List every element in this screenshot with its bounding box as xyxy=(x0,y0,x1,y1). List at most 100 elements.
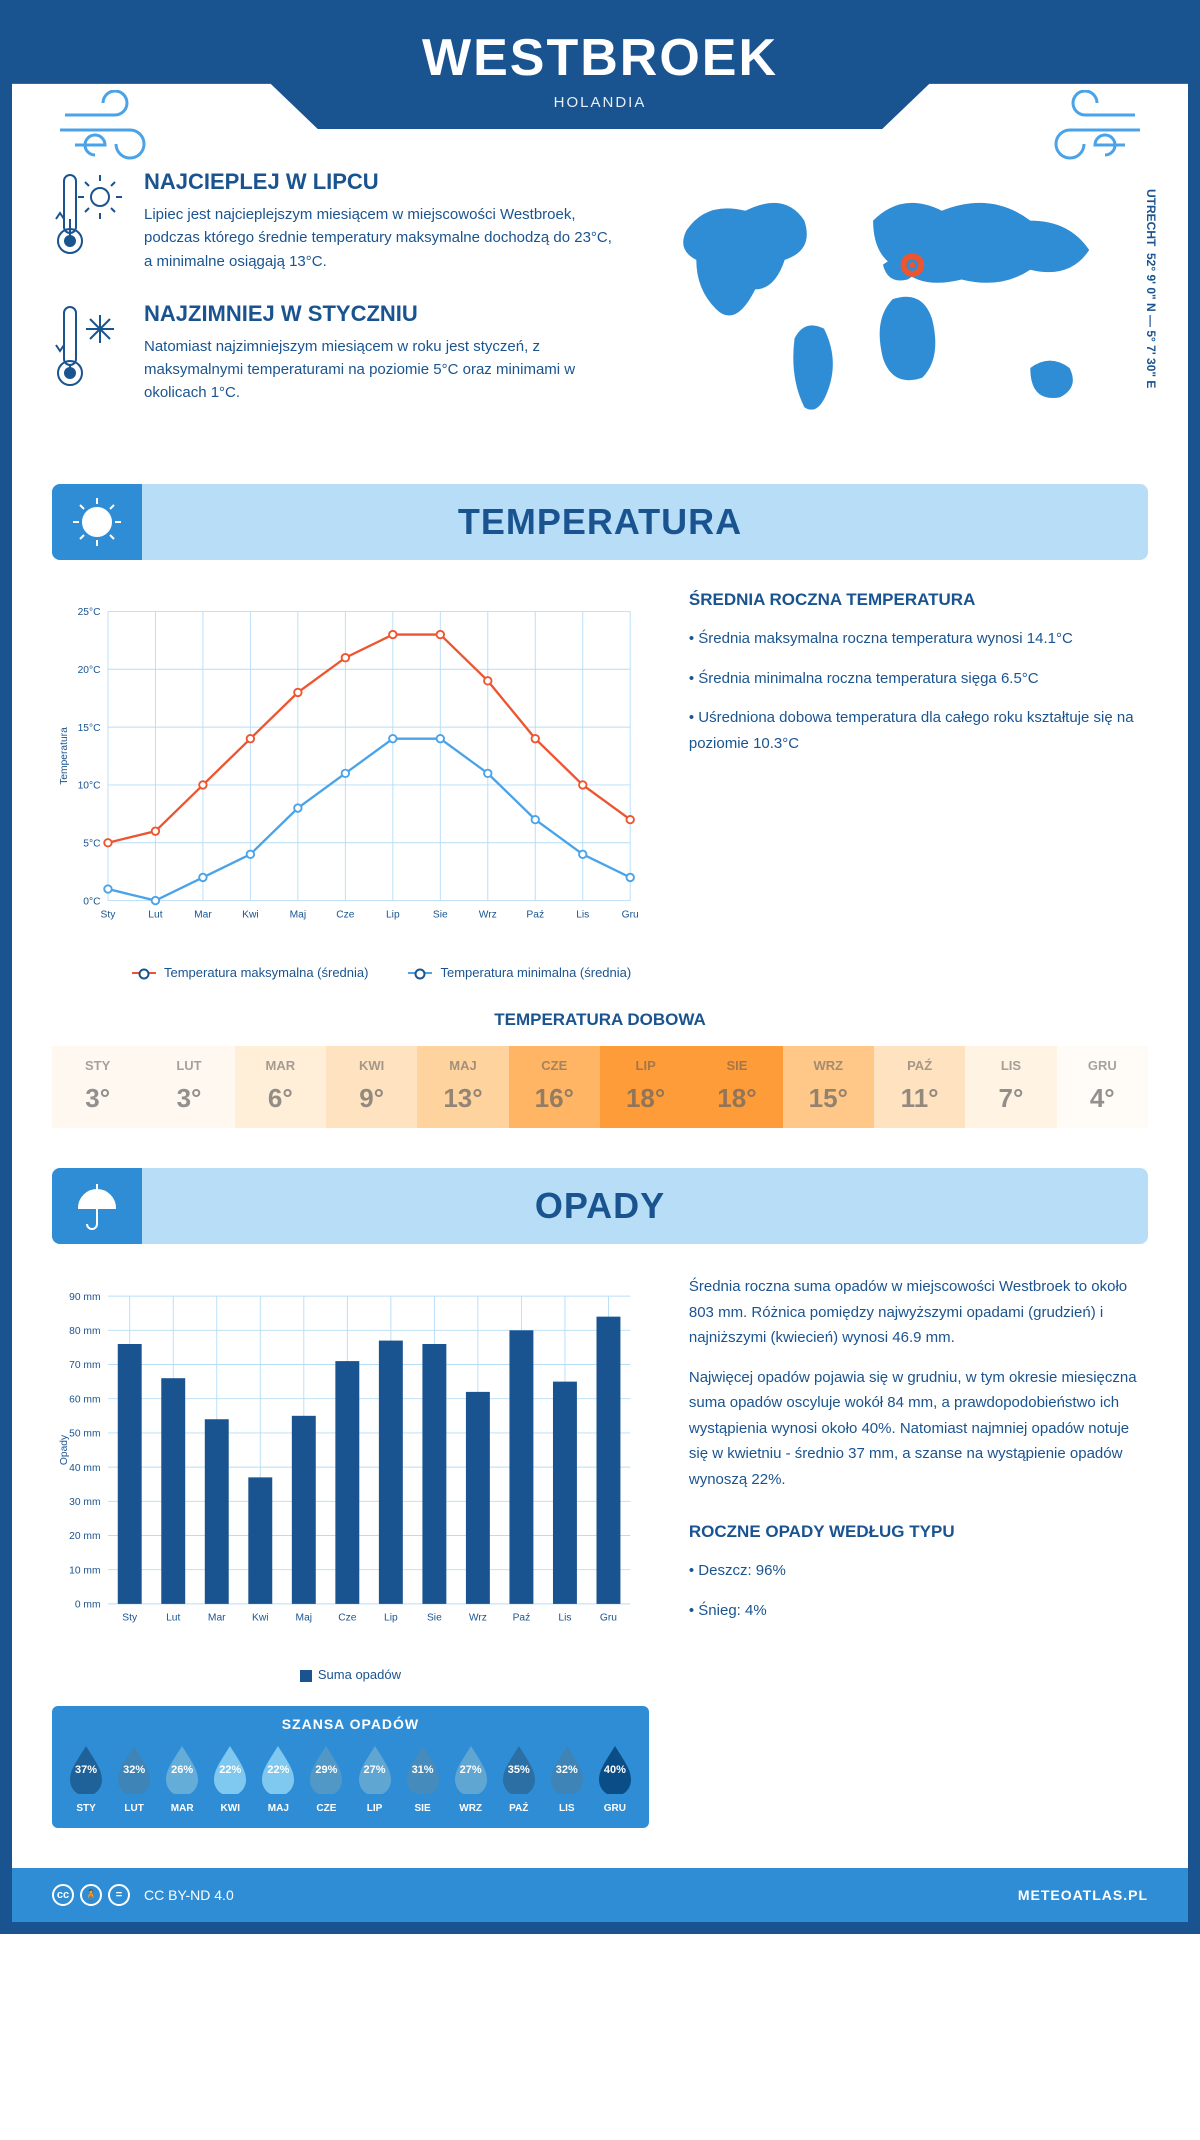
svg-text:Gru: Gru xyxy=(622,909,639,920)
sun-icon xyxy=(69,494,125,550)
svg-text:0 mm: 0 mm xyxy=(75,1600,101,1611)
svg-text:Wrz: Wrz xyxy=(479,909,497,920)
svg-text:Kwi: Kwi xyxy=(242,909,259,920)
temp-side-l1: • Średnia maksymalna roczna temperatura … xyxy=(689,626,1148,652)
svg-text:Lut: Lut xyxy=(166,1613,180,1624)
line-chart-legend: Temperatura maksymalna (średnia) Tempera… xyxy=(52,965,649,980)
svg-text:Sie: Sie xyxy=(427,1613,442,1624)
fact-coldest: NAJZIMNIEJ W STYCZNIU Natomiast najzimni… xyxy=(52,301,617,405)
precip-side-p2: Najwięcej opadów pojawia się w grudniu, … xyxy=(689,1365,1148,1493)
daily-cell: MAJ13° xyxy=(417,1046,508,1128)
daily-cell: LIP18° xyxy=(600,1046,691,1128)
daily-cell: PAŹ11° xyxy=(874,1046,965,1128)
header-banner: WESTBROEK HOLANDIA xyxy=(12,0,1188,129)
svg-text:Lut: Lut xyxy=(148,909,162,920)
svg-text:Lis: Lis xyxy=(576,909,589,920)
svg-text:50 mm: 50 mm xyxy=(69,1429,100,1440)
chance-drop: 32%LIS xyxy=(545,1742,589,1814)
thermometer-sun-icon xyxy=(52,169,122,259)
svg-text:Kwi: Kwi xyxy=(252,1613,269,1624)
svg-text:60 mm: 60 mm xyxy=(69,1394,100,1405)
precip-side-p1: Średnia roczna suma opadów w miejscowośc… xyxy=(689,1274,1148,1351)
thermometer-snow-icon xyxy=(52,301,122,391)
daily-cell: MAR6° xyxy=(235,1046,326,1128)
fact-warmest: NAJCIEPLEJ W LIPCU Lipiec jest najcieple… xyxy=(52,169,617,273)
svg-text:15°C: 15°C xyxy=(78,723,102,734)
svg-text:20°C: 20°C xyxy=(78,665,102,676)
daily-cell: LIS7° xyxy=(965,1046,1056,1128)
svg-text:10°C: 10°C xyxy=(78,781,102,792)
svg-text:30 mm: 30 mm xyxy=(69,1497,100,1508)
section-temperature: TEMPERATURA xyxy=(52,484,1148,560)
svg-text:10 mm: 10 mm xyxy=(69,1565,100,1576)
daily-cell: KWI9° xyxy=(326,1046,417,1128)
fact-cold-text: Natomiast najzimniejszym miesiącem w rok… xyxy=(144,335,617,405)
svg-text:70 mm: 70 mm xyxy=(69,1360,100,1371)
daily-cell: SIE18° xyxy=(691,1046,782,1128)
svg-text:Mar: Mar xyxy=(208,1613,226,1624)
daily-temp-title: TEMPERATURA DOBOWA xyxy=(52,1010,1148,1030)
daily-temp-strip: STY3°LUT3°MAR6°KWI9°MAJ13°CZE16°LIP18°SI… xyxy=(52,1046,1148,1128)
cc-icon: cc xyxy=(52,1884,74,1906)
nd-icon: = xyxy=(108,1884,130,1906)
svg-text:Maj: Maj xyxy=(296,1613,313,1624)
svg-text:Temperatura: Temperatura xyxy=(59,727,70,785)
svg-text:Gru: Gru xyxy=(600,1613,617,1624)
by-icon: 🧍 xyxy=(80,1884,102,1906)
chance-drop: 40%GRU xyxy=(593,1742,637,1814)
chance-drop: 32%LUT xyxy=(112,1742,156,1814)
fact-cold-title: NAJZIMNIEJ W STYCZNIU xyxy=(144,301,617,327)
chance-drop: 27%WRZ xyxy=(449,1742,493,1814)
wind-icon xyxy=(60,90,180,160)
svg-text:Sty: Sty xyxy=(122,1613,138,1624)
daily-cell: GRU4° xyxy=(1057,1046,1148,1128)
city-title: WESTBROEK xyxy=(12,28,1188,88)
daily-cell: CZE16° xyxy=(509,1046,600,1128)
temperature-line-chart: 0°C5°C10°C15°C20°C25°CStyLutMarKwiMajCze… xyxy=(52,590,649,950)
svg-text:Lip: Lip xyxy=(384,1613,398,1624)
svg-text:Cze: Cze xyxy=(336,909,355,920)
chance-drop: 22%MAJ xyxy=(256,1742,300,1814)
temp-title: TEMPERATURA xyxy=(458,501,742,543)
daily-cell: LUT3° xyxy=(143,1046,234,1128)
temp-side-title: ŚREDNIA ROCZNA TEMPERATURA xyxy=(689,590,1148,610)
fact-warm-text: Lipiec jest najcieplejszym miesiącem w m… xyxy=(144,203,617,273)
svg-text:Lis: Lis xyxy=(558,1613,571,1624)
svg-text:20 mm: 20 mm xyxy=(69,1531,100,1542)
svg-text:5°C: 5°C xyxy=(83,838,101,849)
chance-drop: 26%MAR xyxy=(160,1742,204,1814)
bar-chart-legend: Suma opadów xyxy=(52,1667,649,1682)
svg-text:90 mm: 90 mm xyxy=(69,1292,100,1303)
license-text: CC BY-ND 4.0 xyxy=(144,1887,234,1903)
chance-drop: 27%LIP xyxy=(352,1742,396,1814)
wind-icon xyxy=(1020,90,1140,160)
precip-title: OPADY xyxy=(535,1185,665,1227)
daily-cell: STY3° xyxy=(52,1046,143,1128)
svg-text:Sie: Sie xyxy=(433,909,448,920)
svg-text:Wrz: Wrz xyxy=(469,1613,487,1624)
chance-drop: 31%SIE xyxy=(401,1742,445,1814)
country-label: HOLANDIA xyxy=(12,94,1188,111)
section-precipitation: OPADY xyxy=(52,1168,1148,1244)
svg-text:Maj: Maj xyxy=(290,909,307,920)
precip-type-title: ROCZNE OPADY WEDŁUG TYPU xyxy=(689,1522,1148,1542)
svg-text:80 mm: 80 mm xyxy=(69,1326,100,1337)
brand: METEOATLAS.PL xyxy=(1018,1887,1148,1903)
svg-text:Opady: Opady xyxy=(59,1434,70,1465)
svg-text:40 mm: 40 mm xyxy=(69,1463,100,1474)
svg-text:Sty: Sty xyxy=(101,909,117,920)
footer: cc 🧍 = CC BY-ND 4.0 METEOATLAS.PL xyxy=(12,1868,1188,1922)
svg-text:0°C: 0°C xyxy=(83,896,101,907)
chance-drop: 29%CZE xyxy=(304,1742,348,1814)
precipitation-bar-chart: 0 mm 10 mm 20 mm 30 mm 40 mm 50 mm 60 mm 70 mm 8… xyxy=(52,1274,649,1654)
temp-side-l2: • Średnia minimalna roczna temperatura s… xyxy=(689,666,1148,692)
precip-type-l2: • Śnieg: 4% xyxy=(689,1598,1148,1624)
svg-text:25°C: 25°C xyxy=(78,607,102,618)
precip-type-l1: • Deszcz: 96% xyxy=(689,1558,1148,1584)
svg-text:Lip: Lip xyxy=(386,909,400,920)
umbrella-icon xyxy=(69,1178,125,1234)
daily-cell: WRZ15° xyxy=(783,1046,874,1128)
chance-drop: 22%KWI xyxy=(208,1742,252,1814)
world-map xyxy=(657,169,1148,449)
chance-drop: 35%PAŹ xyxy=(497,1742,541,1814)
